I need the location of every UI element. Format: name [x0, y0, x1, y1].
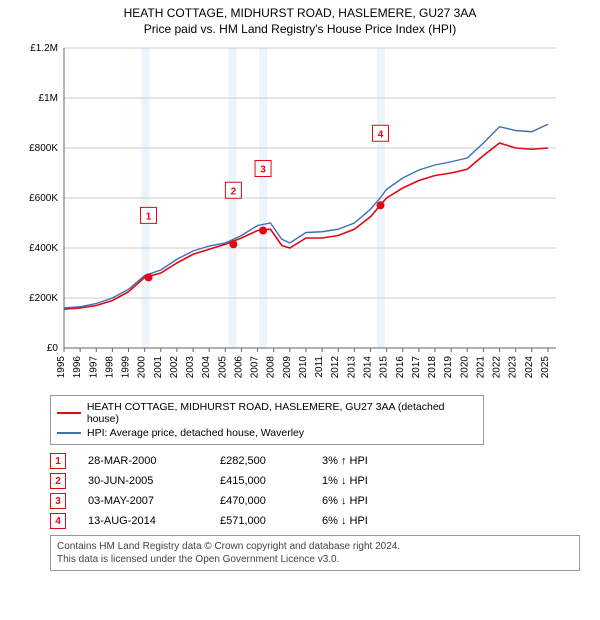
- svg-text:£400K: £400K: [29, 243, 58, 254]
- svg-text:2010: 2010: [298, 356, 309, 379]
- legend-swatch: [57, 432, 81, 434]
- svg-text:3: 3: [260, 165, 266, 176]
- svg-text:1997: 1997: [88, 356, 99, 379]
- sale-diff: 1% ↓ HPI: [322, 475, 412, 487]
- svg-text:2006: 2006: [233, 356, 244, 379]
- svg-text:4: 4: [378, 129, 384, 140]
- svg-text:2025: 2025: [540, 356, 551, 379]
- copyright-line1: Contains HM Land Registry data © Crown c…: [57, 540, 573, 553]
- sale-price: £571,000: [220, 515, 300, 527]
- svg-text:2022: 2022: [492, 356, 503, 379]
- legend-swatch: [57, 412, 81, 414]
- svg-text:2020: 2020: [459, 356, 470, 379]
- svg-text:1999: 1999: [121, 356, 132, 379]
- sale-badge: 2: [50, 473, 66, 489]
- sale-price: £282,500: [220, 455, 300, 467]
- svg-text:2009: 2009: [282, 356, 293, 379]
- sale-diff: 6% ↓ HPI: [322, 495, 412, 507]
- page-subtitle: Price paid vs. HM Land Registry's House …: [10, 22, 590, 36]
- svg-text:2007: 2007: [250, 356, 261, 379]
- svg-text:2019: 2019: [443, 356, 454, 379]
- svg-text:2003: 2003: [185, 356, 196, 379]
- sale-badge: 1: [50, 453, 66, 469]
- svg-text:£1M: £1M: [39, 93, 58, 104]
- sales-table: 1 28-MAR-2000 £282,500 3% ↑ HPI 2 30-JUN-2005…: [50, 451, 580, 531]
- chart-page: HEATH COTTAGE, MIDHURST ROAD, HASLEMERE,…: [0, 0, 600, 575]
- svg-text:2014: 2014: [362, 356, 373, 379]
- svg-text:£200K: £200K: [29, 293, 58, 304]
- copyright-line2: This data is licensed under the Open Gov…: [57, 553, 573, 566]
- legend-row: HEATH COTTAGE, MIDHURST ROAD, HASLEMERE,…: [57, 400, 477, 426]
- svg-text:2011: 2011: [314, 356, 325, 378]
- svg-text:£0: £0: [47, 343, 59, 354]
- svg-text:2008: 2008: [266, 356, 277, 379]
- svg-text:1996: 1996: [72, 356, 83, 379]
- svg-text:2001: 2001: [153, 356, 164, 379]
- copyright-box: Contains HM Land Registry data © Crown c…: [50, 535, 580, 571]
- sale-row: 2 30-JUN-2005 £415,000 1% ↓ HPI: [50, 471, 580, 491]
- svg-text:2013: 2013: [346, 356, 357, 379]
- sale-date: 28-MAR-2000: [88, 455, 198, 467]
- sale-diff: 3% ↑ HPI: [322, 455, 412, 467]
- page-title: HEATH COTTAGE, MIDHURST ROAD, HASLEMERE,…: [10, 6, 590, 20]
- svg-text:1995: 1995: [56, 356, 67, 379]
- legend-row: HPI: Average price, detached house, Wave…: [57, 426, 477, 440]
- svg-text:£1.2M: £1.2M: [30, 44, 58, 54]
- svg-text:2: 2: [231, 186, 237, 197]
- svg-text:£800K: £800K: [29, 143, 58, 154]
- svg-text:2004: 2004: [201, 356, 212, 379]
- sale-date: 13-AUG-2014: [88, 515, 198, 527]
- legend-label: HEATH COTTAGE, MIDHURST ROAD, HASLEMERE,…: [87, 401, 477, 425]
- sale-date: 03-MAY-2007: [88, 495, 198, 507]
- sale-diff: 6% ↓ HPI: [322, 515, 412, 527]
- svg-text:2015: 2015: [379, 356, 390, 379]
- svg-text:2000: 2000: [137, 356, 148, 379]
- sale-date: 30-JUN-2005: [88, 475, 198, 487]
- sale-badge: 3: [50, 493, 66, 509]
- sale-price: £415,000: [220, 475, 300, 487]
- svg-text:2002: 2002: [169, 356, 180, 379]
- svg-text:2012: 2012: [330, 356, 341, 379]
- sale-badge: 4: [50, 513, 66, 529]
- svg-text:2005: 2005: [217, 356, 228, 379]
- svg-text:2024: 2024: [524, 356, 535, 379]
- svg-text:£600K: £600K: [29, 193, 58, 204]
- svg-text:2017: 2017: [411, 356, 422, 379]
- svg-text:1: 1: [146, 211, 152, 222]
- legend-label: HPI: Average price, detached house, Wave…: [87, 427, 304, 439]
- price-chart: £0 £200K £400K £600K £800K £1M £1.2M 1995 1996 19…: [20, 44, 580, 389]
- legend-box: HEATH COTTAGE, MIDHURST ROAD, HASLEMERE,…: [50, 395, 484, 445]
- sale-row: 1 28-MAR-2000 £282,500 3% ↑ HPI: [50, 451, 580, 471]
- svg-text:2018: 2018: [427, 356, 438, 379]
- sale-price: £470,000: [220, 495, 300, 507]
- svg-text:1998: 1998: [104, 356, 115, 379]
- sale-row: 3 03-MAY-2007 £470,000 6% ↓ HPI: [50, 491, 580, 511]
- svg-text:2023: 2023: [508, 356, 519, 379]
- sale-row: 4 13-AUG-2014 £571,000 6% ↓ HPI: [50, 511, 580, 531]
- svg-text:2016: 2016: [395, 356, 406, 379]
- svg-text:2021: 2021: [475, 356, 486, 379]
- chart-svg: £0 £200K £400K £600K £800K £1M £1.2M 1995 1996 19…: [20, 44, 560, 384]
